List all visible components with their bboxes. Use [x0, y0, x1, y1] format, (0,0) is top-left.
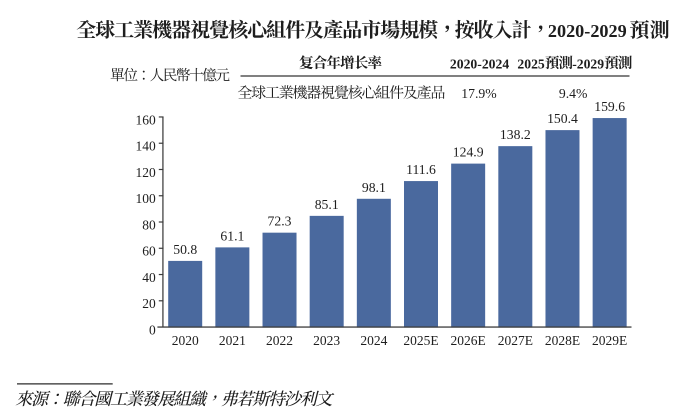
- svg-text:61.1: 61.1: [220, 228, 244, 243]
- svg-text:2023: 2023: [313, 333, 340, 348]
- svg-text:2024: 2024: [360, 333, 387, 348]
- svg-text:2028E: 2028E: [545, 333, 580, 348]
- svg-text:20: 20: [142, 296, 156, 311]
- svg-text:140: 140: [136, 139, 157, 154]
- svg-text:124.9: 124.9: [453, 145, 484, 160]
- svg-text:160: 160: [136, 112, 157, 127]
- svg-text:9.4%: 9.4%: [559, 86, 588, 101]
- svg-text:159.6: 159.6: [594, 99, 625, 114]
- svg-text:-2029: -2029: [572, 56, 604, 71]
- svg-text:40: 40: [142, 270, 156, 285]
- svg-text:0: 0: [149, 322, 156, 337]
- svg-text:2025E: 2025E: [403, 333, 438, 348]
- svg-text:138.2: 138.2: [500, 127, 531, 142]
- svg-text:2020-2029: 2020-2029: [548, 21, 627, 41]
- svg-text:2026E: 2026E: [451, 333, 486, 348]
- svg-text:80: 80: [142, 217, 156, 232]
- svg-text:98.1: 98.1: [362, 180, 386, 195]
- svg-text:60: 60: [142, 244, 156, 259]
- svg-text:2022: 2022: [266, 333, 293, 348]
- svg-text:100: 100: [136, 191, 157, 206]
- svg-text:2029E: 2029E: [592, 333, 627, 348]
- svg-text:111.6: 111.6: [406, 162, 436, 177]
- svg-text:2021: 2021: [219, 333, 246, 348]
- svg-text:85.1: 85.1: [315, 197, 339, 212]
- svg-text:17.9%: 17.9%: [461, 86, 496, 101]
- svg-text:120: 120: [136, 165, 157, 180]
- svg-text:2027E: 2027E: [498, 333, 533, 348]
- svg-text:150.4: 150.4: [547, 111, 578, 126]
- svg-text:2020-2024: 2020-2024: [450, 56, 509, 71]
- svg-text:72.3: 72.3: [268, 214, 292, 229]
- svg-text:50.8: 50.8: [173, 242, 197, 257]
- svg-text:2020: 2020: [172, 333, 199, 348]
- svg-text:2025: 2025: [517, 56, 545, 71]
